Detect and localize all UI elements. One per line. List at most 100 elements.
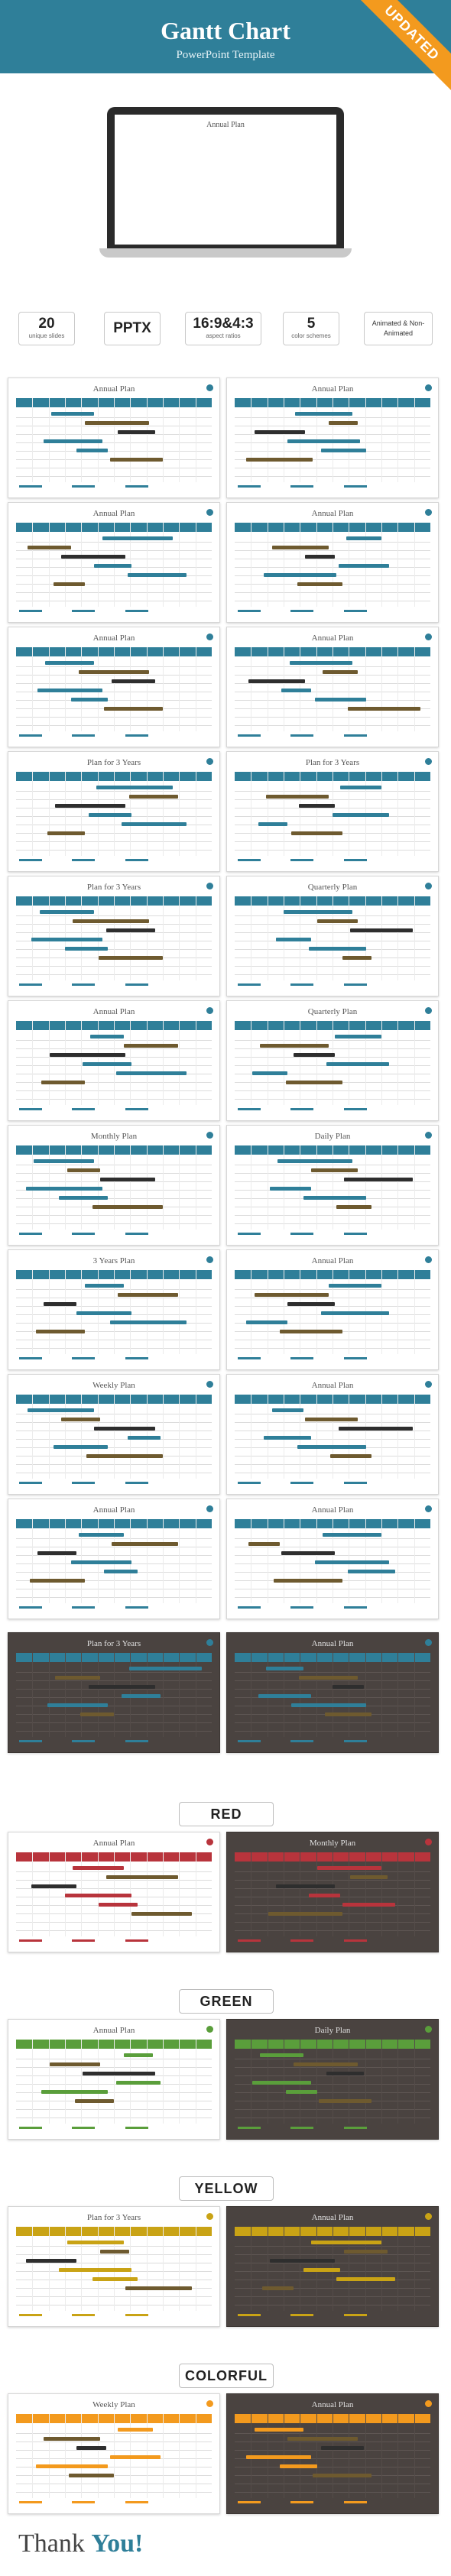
gantt-task-bar: [84, 421, 150, 425]
gantt-column-line: [381, 1395, 382, 1479]
slide-thumbnail[interactable]: Annual Plan: [226, 1499, 439, 1619]
slide-thumbnail[interactable]: Plan for 3 Years: [8, 1632, 220, 1753]
gantt-task-bar: [59, 2268, 132, 2272]
slide-thumbnail[interactable]: Annual Plan: [226, 1632, 439, 1753]
gantt-task-bar: [102, 536, 173, 540]
gantt-column-line: [81, 1021, 83, 1105]
slide-thumbnail[interactable]: Quarterly Plan: [226, 1000, 439, 1121]
gantt-column-line: [162, 2040, 164, 2124]
slide-thumbnail[interactable]: Annual Plan: [226, 502, 439, 623]
slide-thumbnail[interactable]: Annual Plan: [8, 1000, 220, 1121]
slide-title: Daily Plan: [314, 1132, 351, 1141]
gantt-task-bar: [314, 1560, 390, 1564]
gantt-column-line: [316, 896, 317, 980]
slide-legend: [238, 2501, 427, 2507]
legend-swatch: [19, 1740, 42, 1742]
gantt-task-bar: [35, 1330, 85, 1333]
laptop-base: [99, 248, 352, 258]
slide-thumbnail[interactable]: Daily Plan: [226, 1125, 439, 1246]
gantt-grid: [16, 1270, 212, 1354]
slide-thumbnail[interactable]: Weekly Plan: [8, 1374, 220, 1495]
slide-thumbnail[interactable]: Daily Plan: [226, 2019, 439, 2140]
legend-swatch: [238, 983, 261, 986]
slide-thumbnail[interactable]: Plan for 3 Years: [8, 2206, 220, 2327]
gantt-task-bar: [316, 1866, 381, 1870]
slide-thumbnail[interactable]: Weekly Plan: [8, 2393, 220, 2514]
slide-legend: [19, 1939, 209, 1946]
gantt-task-bar: [281, 689, 311, 692]
gantt-task-bar: [344, 2250, 388, 2254]
slide-thumbnail[interactable]: Annual Plan: [8, 1832, 220, 1952]
legend-swatch: [343, 2501, 367, 2503]
gantt-task-bar: [246, 458, 313, 462]
legend-swatch: [72, 1740, 96, 1742]
slide-legend: [19, 1108, 209, 1114]
slide-thumbnail[interactable]: Plan for 3 Years: [8, 876, 220, 996]
feature-badges: 20 unique slides PPTX 16:9&4:3 aspect ra…: [18, 312, 434, 347]
slide-legend: [19, 859, 209, 865]
thank-you-text: Thank You!: [18, 2529, 143, 2558]
slide-thumbnail[interactable]: Annual Plan: [8, 627, 220, 747]
slide-thumbnail[interactable]: Annual Plan: [226, 1249, 439, 1370]
slide-thumbnail[interactable]: Annual Plan: [8, 502, 220, 623]
gantt-grid: [235, 2414, 430, 2498]
slide-title: Plan for 3 Years: [86, 883, 141, 892]
gantt-column-line: [32, 1021, 34, 1105]
feature-label: aspect ratios: [206, 332, 241, 339]
slide-thumbnail[interactable]: Quarterly Plan: [226, 876, 439, 996]
gantt-column-line: [316, 772, 317, 856]
gantt-column-line: [162, 896, 164, 980]
legend-swatch: [343, 485, 367, 488]
slide-thumbnail[interactable]: 3 Years Plan: [8, 1249, 220, 1370]
gantt-task-bar: [334, 1035, 381, 1039]
slide-title: Annual Plan: [311, 1381, 354, 1390]
slide-thumbnail[interactable]: Plan for 3 Years: [8, 751, 220, 872]
gantt-task-bar: [350, 928, 413, 932]
slide-thumbnail[interactable]: Monthly Plan: [226, 1832, 439, 1952]
feature-value: PPTX: [113, 320, 151, 336]
gantt-column-line: [146, 1519, 148, 1603]
gantt-grid: [16, 647, 212, 731]
slide-thumbnail[interactable]: Annual Plan: [8, 1499, 220, 1619]
gantt-task-bar: [49, 1053, 126, 1057]
legend-swatch: [290, 610, 314, 612]
gantt-task-bar: [83, 1062, 132, 1066]
gantt-task-bar: [320, 1311, 390, 1315]
slide-thumbnail[interactable]: Annual Plan: [226, 1374, 439, 1495]
gantt-task-bar: [35, 2464, 109, 2468]
gantt-column-line: [179, 523, 180, 607]
slide-thumbnail[interactable]: Annual Plan: [226, 2206, 439, 2327]
gantt-grid: [16, 772, 212, 856]
slide-number-badge-icon: [206, 883, 213, 889]
gantt-task-bar: [109, 1320, 187, 1324]
gantt-task-bar: [96, 786, 173, 789]
gantt-task-bar: [314, 698, 366, 702]
gantt-column-line: [397, 1852, 399, 1936]
slide-thumbnail[interactable]: Plan for 3 Years: [226, 751, 439, 872]
gantt-column-line: [32, 1270, 34, 1354]
gantt-column-line: [113, 647, 115, 731]
slide-title: Annual Plan: [311, 509, 354, 518]
slide-thumbnail[interactable]: Annual Plan: [8, 2019, 220, 2140]
legend-swatch: [125, 1482, 148, 1484]
legend-swatch: [125, 485, 148, 488]
gantt-task-bar: [320, 449, 366, 452]
gantt-column-line: [162, 1270, 164, 1354]
slide-thumbnail[interactable]: Annual Plan: [226, 377, 439, 498]
gantt-task-bar: [333, 813, 390, 817]
legend-swatch: [19, 734, 42, 737]
slide-thumbnail[interactable]: Monthly Plan: [8, 1125, 220, 1246]
feature-value: 5: [307, 316, 316, 332]
gantt-column-line: [316, 1021, 317, 1105]
slide-thumbnail[interactable]: Annual Plan: [8, 377, 220, 498]
gantt-grid: [235, 647, 430, 731]
gantt-column-line: [414, 1270, 415, 1354]
gantt-task-bar: [293, 2062, 359, 2066]
slide-thumbnail[interactable]: Annual Plan: [226, 2393, 439, 2514]
gantt-column-line: [365, 2414, 366, 2498]
slide-number-badge-icon: [425, 758, 432, 765]
gantt-task-bar: [320, 2446, 364, 2450]
slide-number-badge-icon: [206, 633, 213, 640]
slide-thumbnail[interactable]: Annual Plan: [226, 627, 439, 747]
slide-title: Annual Plan: [92, 1505, 135, 1515]
